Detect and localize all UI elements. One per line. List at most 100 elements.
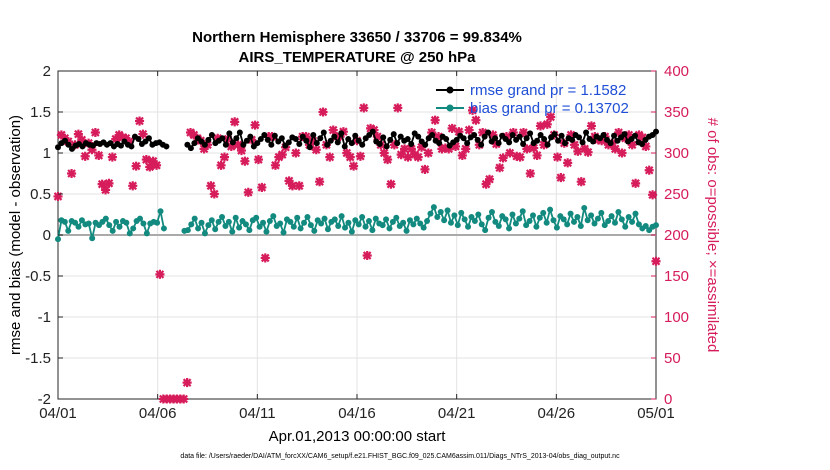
- obs-count-marker: [257, 182, 267, 192]
- series-0-point: [492, 135, 499, 142]
- series-0-point: [551, 131, 558, 138]
- series-1-point: [65, 227, 72, 234]
- legend-label-bias: bias grand pr = 0.13702: [470, 100, 629, 117]
- obs-count-marker: [498, 153, 508, 163]
- obs-count-marker: [349, 161, 359, 171]
- obs-count-marker: [417, 142, 427, 152]
- obs-count-marker: [107, 152, 117, 162]
- series-1-point: [280, 229, 287, 236]
- series-0-point: [163, 143, 170, 150]
- series-0-point: [233, 135, 240, 142]
- obs-count-marker: [90, 127, 100, 138]
- series-1-point: [201, 230, 208, 237]
- series-0-point: [376, 140, 383, 147]
- obs-count-marker: [447, 123, 457, 133]
- series-1-point: [184, 227, 191, 234]
- obs-count-marker: [128, 181, 138, 191]
- series-1-point: [160, 225, 167, 232]
- series-1-point: [324, 226, 331, 233]
- series-0-point: [544, 141, 551, 148]
- series-0-point: [65, 141, 72, 148]
- series-1-point: [338, 213, 345, 220]
- y-right-tick-label-8: 400: [664, 63, 689, 80]
- obs-count-marker: [586, 121, 596, 131]
- series-0-point: [471, 131, 478, 138]
- series-1-point: [482, 227, 489, 234]
- series-1-point: [615, 209, 622, 216]
- y-tick-label-4: 0: [43, 227, 51, 244]
- series-0-point: [485, 129, 492, 136]
- series-1-point: [434, 213, 441, 220]
- obs-count-marker: [366, 123, 376, 133]
- series-1-point: [215, 218, 222, 225]
- series-0-point: [579, 139, 586, 146]
- obs-count-marker: [216, 160, 226, 170]
- obs-count-marker: [230, 117, 240, 127]
- series-0-point: [226, 130, 233, 137]
- obs-count-marker: [552, 152, 563, 162]
- series-0-point: [261, 131, 268, 138]
- series-0-point: [383, 143, 390, 150]
- series-0-point: [292, 136, 299, 143]
- series-1-point: [260, 219, 267, 226]
- series-0-point: [285, 139, 292, 146]
- obs-count-marker: [94, 150, 104, 161]
- series-0-point: [509, 131, 516, 138]
- obs-count-marker: [206, 181, 216, 191]
- obs-count-marker: [233, 140, 243, 150]
- series-0-point: [404, 136, 411, 143]
- series-0-point: [369, 128, 376, 135]
- series-1-point: [642, 222, 649, 229]
- series-0-point: [464, 140, 471, 147]
- series-1-point: [584, 217, 591, 224]
- y-right-tick-label-7: 350: [664, 104, 689, 121]
- series-0-point: [243, 137, 250, 144]
- series-1-point: [653, 222, 659, 229]
- series-0-point: [516, 133, 523, 140]
- series-1-point: [441, 217, 448, 224]
- obs-count-marker: [270, 160, 281, 170]
- series-0-point: [264, 136, 271, 143]
- series-1-point: [195, 225, 202, 232]
- series-0-point: [135, 136, 142, 143]
- y-tick-label-6: 1: [43, 145, 51, 162]
- series-1-point: [263, 228, 270, 235]
- series-1-point: [130, 225, 137, 232]
- series-1-point: [533, 223, 540, 230]
- series-0-point: [205, 136, 212, 143]
- obs-count-marker: [53, 191, 63, 202]
- series-1-point: [208, 217, 215, 224]
- series-1-point: [253, 214, 260, 221]
- series-0-point: [429, 131, 436, 138]
- series-0-point: [208, 131, 215, 138]
- series-1-point: [106, 222, 113, 229]
- series-1-point: [516, 215, 523, 222]
- series-1-point: [601, 222, 608, 229]
- series-1-point: [85, 220, 92, 227]
- series-0-point: [324, 141, 331, 148]
- series-0-point: [359, 141, 366, 148]
- series-1-point: [632, 210, 639, 217]
- series-1-point: [465, 223, 472, 230]
- series-1-point: [574, 213, 581, 220]
- obs-count-marker: [461, 144, 471, 154]
- series-1-point: [157, 208, 164, 215]
- x-axis-ticks: 04/01 04/06 04/11 04/16 04/21 04/26 05/01: [39, 71, 675, 422]
- series-1-point: [560, 216, 567, 223]
- series-1-point: [137, 215, 144, 222]
- series-1-point: [242, 221, 249, 228]
- series-1-point: [369, 227, 376, 234]
- series-1-point: [526, 218, 533, 225]
- obs-count-marker: [182, 378, 192, 388]
- obs-count-marker: [308, 136, 318, 146]
- obs-count-marker: [430, 115, 440, 125]
- obs-count-marker: [569, 140, 580, 150]
- series-1-point: [335, 222, 342, 229]
- obs-count-marker: [253, 155, 264, 165]
- obs-count-marker: [546, 112, 556, 122]
- obs-count-marker: [134, 116, 145, 126]
- series-1-point: [301, 219, 308, 226]
- obs-count-marker: [151, 160, 162, 170]
- series-1-point: [205, 222, 212, 229]
